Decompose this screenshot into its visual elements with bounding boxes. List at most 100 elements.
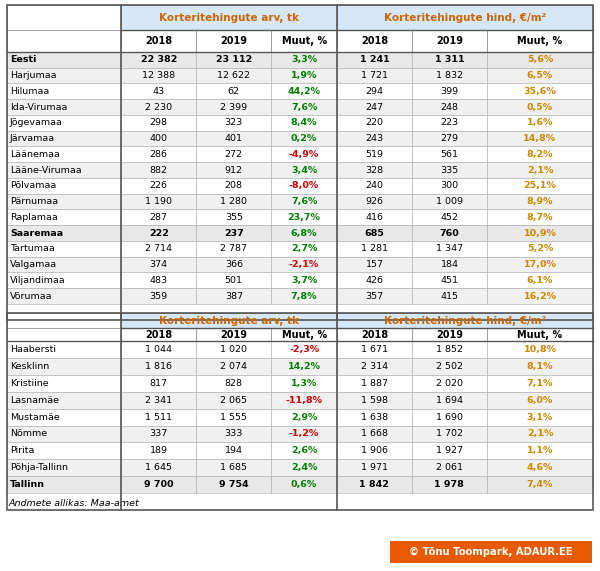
Text: 298: 298 — [150, 118, 168, 127]
Text: 7,8%: 7,8% — [291, 292, 317, 300]
Bar — [121, 288, 196, 304]
Text: 62: 62 — [228, 87, 240, 96]
Bar — [412, 178, 487, 194]
Text: 1 555: 1 555 — [220, 413, 247, 421]
Text: 399: 399 — [440, 87, 458, 96]
Bar — [487, 288, 593, 304]
Bar — [196, 476, 271, 493]
Bar — [121, 358, 196, 375]
Text: 3,4%: 3,4% — [291, 166, 317, 175]
Bar — [7, 52, 121, 68]
Text: 882: 882 — [150, 166, 168, 175]
Bar — [487, 147, 593, 162]
Bar — [337, 257, 412, 272]
Bar — [487, 425, 593, 443]
Bar — [271, 375, 337, 392]
Text: 519: 519 — [365, 150, 383, 159]
Text: 14,8%: 14,8% — [523, 134, 557, 143]
Text: 2019: 2019 — [220, 330, 247, 340]
Bar — [271, 225, 337, 241]
Text: 0,6%: 0,6% — [291, 480, 317, 489]
Bar — [271, 392, 337, 409]
Text: 7,6%: 7,6% — [291, 197, 317, 206]
Bar — [121, 272, 196, 288]
Bar — [7, 425, 121, 443]
Text: 14,2%: 14,2% — [287, 362, 320, 371]
Bar — [7, 5, 121, 30]
Text: 501: 501 — [225, 276, 243, 285]
Bar — [121, 476, 196, 493]
Bar — [271, 147, 337, 162]
Text: 2,6%: 2,6% — [291, 447, 317, 455]
Text: 279: 279 — [440, 134, 458, 143]
Bar — [412, 272, 487, 288]
Bar — [337, 52, 412, 68]
Bar — [412, 288, 487, 304]
Text: 248: 248 — [440, 103, 458, 111]
Text: Võrumaa: Võrumaa — [10, 292, 53, 300]
Bar — [7, 341, 121, 358]
Bar — [7, 358, 121, 375]
Bar — [337, 162, 412, 178]
Bar — [7, 225, 121, 241]
Bar — [337, 375, 412, 392]
Bar — [337, 194, 412, 210]
Text: 2 341: 2 341 — [145, 396, 172, 405]
Text: 2,4%: 2,4% — [291, 463, 317, 472]
Text: Saaremaa: Saaremaa — [10, 228, 63, 238]
Bar — [121, 30, 196, 52]
Text: 1 044: 1 044 — [145, 345, 172, 354]
Bar — [337, 210, 412, 225]
Text: Eesti: Eesti — [10, 55, 37, 65]
Text: 240: 240 — [365, 182, 383, 190]
Text: 12 388: 12 388 — [142, 71, 175, 80]
Text: Läänemaa: Läänemaa — [10, 150, 60, 159]
Text: 828: 828 — [225, 379, 243, 388]
Bar — [121, 328, 196, 341]
Text: -1,2%: -1,2% — [289, 429, 319, 439]
Text: 2,7%: 2,7% — [291, 244, 317, 254]
Bar — [121, 162, 196, 178]
Bar — [7, 272, 121, 288]
Text: 294: 294 — [365, 87, 383, 96]
Text: 1 906: 1 906 — [361, 447, 388, 455]
Bar — [121, 178, 196, 194]
Text: 912: 912 — [225, 166, 243, 175]
Text: 416: 416 — [365, 213, 383, 222]
Bar — [271, 30, 337, 52]
Text: 300: 300 — [440, 182, 458, 190]
Bar — [487, 328, 593, 341]
Text: 1 241: 1 241 — [359, 55, 389, 65]
Bar — [7, 313, 121, 328]
Text: 1 816: 1 816 — [145, 362, 172, 371]
Bar — [196, 131, 271, 147]
Text: Pirita: Pirita — [10, 447, 34, 455]
Bar — [7, 313, 593, 510]
Text: 359: 359 — [150, 292, 168, 300]
Text: Põhja-Tallinn: Põhja-Tallinn — [10, 463, 68, 472]
Text: 2,1%: 2,1% — [527, 166, 553, 175]
Text: 387: 387 — [225, 292, 243, 300]
Bar — [271, 459, 337, 476]
Bar — [337, 425, 412, 443]
Text: 7,1%: 7,1% — [527, 379, 553, 388]
Text: 323: 323 — [224, 118, 243, 127]
Bar — [121, 131, 196, 147]
Bar — [121, 341, 196, 358]
Bar — [487, 272, 593, 288]
Text: 2,9%: 2,9% — [291, 413, 317, 421]
Text: 483: 483 — [150, 276, 168, 285]
Text: 22 382: 22 382 — [140, 55, 177, 65]
Bar — [196, 99, 271, 115]
Text: 5,6%: 5,6% — [527, 55, 553, 65]
Bar — [271, 358, 337, 375]
Bar — [196, 30, 271, 52]
Text: 7,6%: 7,6% — [291, 103, 317, 111]
Bar — [271, 131, 337, 147]
Text: 1 645: 1 645 — [145, 463, 172, 472]
Bar — [7, 30, 121, 52]
Bar — [337, 459, 412, 476]
Text: 2018: 2018 — [361, 330, 388, 340]
Text: Muut, %: Muut, % — [281, 36, 326, 46]
Bar — [196, 328, 271, 341]
